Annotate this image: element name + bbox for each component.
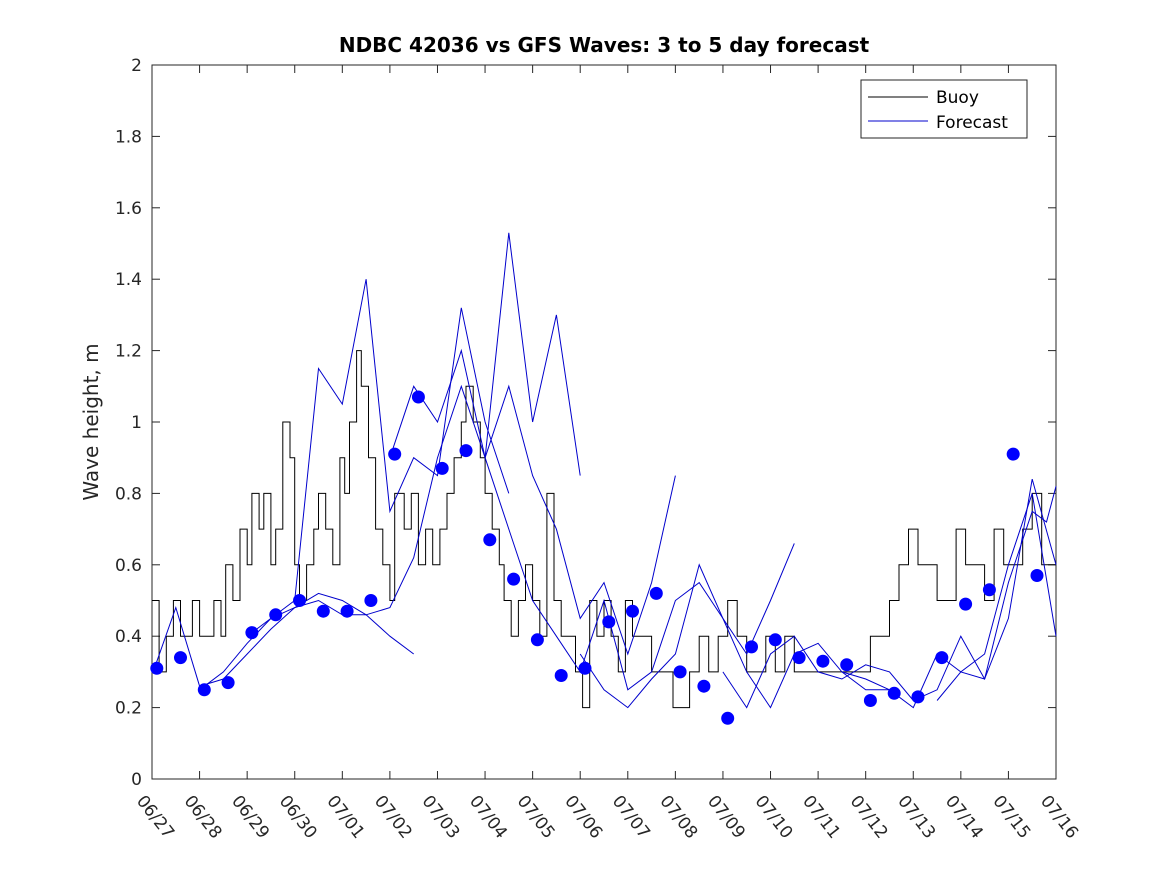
x-tick-label: 07/07: [608, 792, 654, 843]
chart-title: NDBC 42036 vs GFS Waves: 3 to 5 day fore…: [339, 33, 870, 57]
x-tick-label: 06/30: [275, 792, 321, 843]
forecast-series-line: [389, 348, 676, 656]
forecast-series-line: [153, 592, 414, 687]
y-tick-label: 0.6: [115, 556, 142, 576]
y-tick-label: 2: [131, 56, 142, 76]
x-tick-label: 07/01: [322, 792, 368, 843]
y-tick-label: 0.4: [115, 627, 142, 647]
forecast-point: [554, 669, 568, 682]
forecast-point: [507, 572, 521, 586]
forecast-point: [768, 633, 782, 647]
x-tick-label: 07/04: [465, 792, 511, 843]
forecast-point: [863, 694, 877, 707]
forecast-series-line: [722, 478, 1057, 709]
series-layer: [152, 232, 1057, 709]
forecast-point: [935, 651, 949, 665]
y-axis-label: Wave height, m: [79, 343, 103, 500]
forecast-point: [435, 461, 449, 475]
forecast-point: [316, 604, 330, 618]
x-tick-label: 07/09: [703, 792, 749, 843]
forecast-series-line: [484, 457, 795, 691]
forecast-point: [673, 665, 687, 679]
forecast-point: [578, 661, 592, 675]
forecast-point: [840, 658, 854, 672]
forecast-point: [792, 651, 806, 665]
forecast-point: [911, 690, 925, 704]
forecast-point: [340, 604, 354, 618]
forecast-point: [364, 594, 378, 607]
forecast-point: [959, 597, 973, 611]
forecast-points-layer: [150, 390, 1044, 725]
x-tick-label: 07/13: [893, 792, 939, 843]
legend-box: [860, 79, 1028, 139]
forecast-point: [388, 447, 402, 461]
forecast-series-line: [199, 279, 510, 691]
forecast-series-line: [579, 563, 890, 709]
x-tick-label: 07/16: [1036, 792, 1082, 843]
y-tick-label: 1: [131, 413, 142, 433]
x-tick-label: 06/29: [227, 792, 273, 843]
legend-forecast-label: Forecast: [936, 113, 1008, 133]
forecast-point: [697, 679, 711, 693]
x-tick-label: 07/14: [941, 792, 987, 843]
forecast-point: [887, 686, 901, 700]
forecast-point: [483, 533, 497, 547]
x-tick-label: 06/28: [180, 792, 226, 843]
x-tick-label: 07/08: [655, 792, 701, 843]
legend-buoy-label: Buoy: [936, 88, 979, 108]
forecast-point: [745, 640, 758, 654]
x-tick-label: 07/03: [418, 792, 464, 843]
forecast-point: [221, 676, 235, 690]
forecast-point: [245, 626, 259, 640]
forecast-point: [1030, 569, 1044, 582]
y-tick-label: 1.4: [115, 270, 142, 290]
forecast-point: [602, 615, 616, 629]
forecast-point: [816, 654, 830, 668]
forecast-series-line: [936, 486, 1057, 701]
x-tick-label: 07/02: [370, 792, 416, 843]
x-tick-label: 07/11: [798, 792, 844, 843]
forecast-point: [197, 683, 211, 697]
x-tick-label: 07/12: [846, 792, 892, 843]
forecast-point: [1006, 447, 1020, 461]
y-tick-label: 1.8: [115, 127, 142, 147]
forecast-point: [411, 390, 425, 404]
y-tick-label: 1.6: [115, 199, 142, 219]
forecast-point: [269, 608, 283, 622]
forecast-point: [626, 604, 639, 618]
forecast-point: [721, 711, 735, 725]
legend: Buoy Forecast: [860, 79, 1028, 139]
forecast-point: [293, 594, 306, 607]
x-tick-label: 07/06: [560, 792, 606, 843]
forecast-point: [982, 583, 996, 597]
x-tick-label: 07/05: [513, 792, 559, 843]
x-tick-label: 07/15: [988, 792, 1034, 843]
forecast-point: [530, 633, 544, 647]
y-axis: 0 0.2 0.4 0.6 0.8 1 1.2 1.4 1.6 1.8 2: [115, 56, 1056, 790]
forecast-point: [174, 651, 187, 665]
x-tick-label: 06/27: [132, 792, 178, 843]
y-tick-label: 1.2: [115, 342, 142, 362]
forecast-series-line: [841, 493, 1057, 709]
plot-area: [151, 64, 1057, 780]
y-tick-label: 0.8: [115, 484, 142, 504]
forecast-point: [459, 444, 473, 458]
forecast-point: [150, 661, 164, 675]
y-tick-label: 0: [131, 770, 142, 790]
y-tick-label: 0.2: [115, 699, 142, 719]
x-tick-label: 07/10: [751, 792, 797, 843]
forecast-point: [649, 586, 663, 600]
